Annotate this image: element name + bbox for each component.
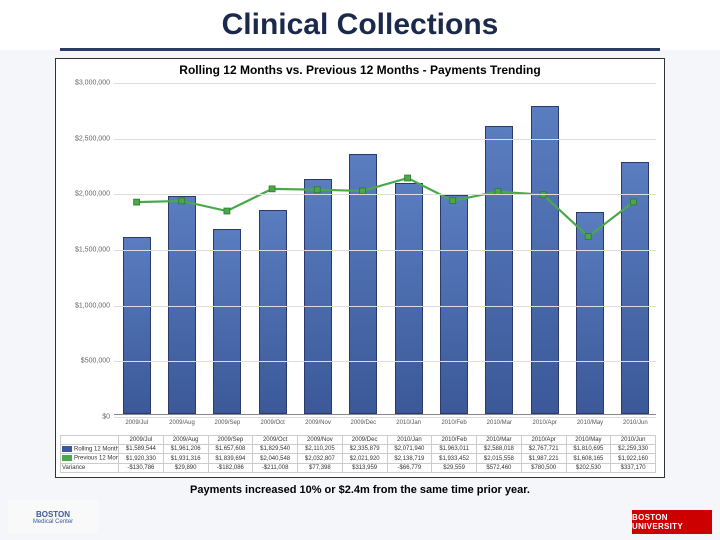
y-tick-label: $0 — [102, 414, 110, 421]
y-tick-label: $3,000,000 — [75, 80, 110, 87]
x-tick-label: 2009/Sep — [214, 420, 240, 426]
boston-university-logo: BOSTON UNIVERSITY — [632, 510, 712, 534]
x-tick-label: 2010/Jan — [396, 420, 421, 426]
plot-area: $0$500,000$1,000,000$1,500,000$2,000,000… — [114, 83, 656, 415]
y-tick-label: $1,500,000 — [75, 247, 110, 254]
title-underline — [60, 48, 660, 51]
boston-medical-logo: BOSTON Medical Center — [8, 500, 98, 534]
data-table: 2009/Jul2009/Aug2009/Sep2009/Oct2009/Nov… — [60, 435, 656, 473]
x-tick-label: 2009/Nov — [305, 420, 331, 426]
caption: Payments increased 10% or $2.4m from the… — [0, 484, 720, 496]
logo-left-line1: BOSTON — [36, 510, 70, 519]
slide-title: Clinical Collections — [0, 8, 720, 42]
x-tick-label: 2010/Feb — [441, 420, 466, 426]
chart-title: Rolling 12 Months vs. Previous 12 Months… — [56, 59, 664, 79]
x-tick-label: 2009/Jul — [125, 420, 148, 426]
x-tick-label: 2009/Oct — [260, 420, 284, 426]
x-tick-label: 2010/Apr — [532, 420, 556, 426]
x-tick-label: 2009/Aug — [169, 420, 195, 426]
x-tick-label: 2009/Dec — [350, 420, 376, 426]
y-tick-label: $500,000 — [81, 358, 110, 365]
x-tick-label: 2010/Mar — [487, 420, 512, 426]
y-tick-label: $2,500,000 — [75, 135, 110, 142]
x-tick-label: 2010/Jun — [623, 420, 648, 426]
y-tick-label: $2,000,000 — [75, 191, 110, 198]
slide: Clinical Collections Rolling 12 Months v… — [0, 0, 720, 540]
chart-frame: Rolling 12 Months vs. Previous 12 Months… — [55, 58, 665, 478]
y-tick-label: $1,000,000 — [75, 302, 110, 309]
x-tick-label: 2010/May — [577, 420, 603, 426]
logo-left-line2: Medical Center — [33, 519, 73, 525]
x-axis-labels: 2009/Jul2009/Aug2009/Sep2009/Oct2009/Nov… — [114, 83, 656, 414]
